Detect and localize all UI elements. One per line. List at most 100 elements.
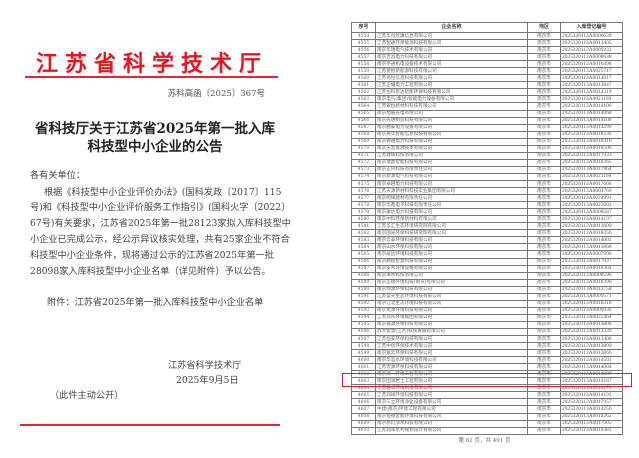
- body-line: 根据《科技型中小企业评价办法》(国科发政〔2017〕115: [44, 187, 282, 198]
- footer-divider: [20, 424, 280, 426]
- attachment-page: 序号 企业名称 地区 入库登记编号 4554 江苏华创欣康信息有限公司 南京市 202…: [330, 0, 639, 458]
- table-row: 4610 江苏润泽水利规划设计有限公司 南京市 2025320113A0014381: [351, 426, 623, 435]
- table-row: 4575 南京卓越电力科技有限公司 南京市 2025320113A0017666: [351, 179, 623, 189]
- row-code: 2025320113A0017964: [560, 165, 623, 174]
- issue-date: 2025年9月5日: [176, 375, 239, 386]
- row-code: 2025320113A0013847: [560, 81, 623, 90]
- row-seq: 4598: [351, 342, 376, 351]
- row-code: 2025320113A0009571: [560, 292, 623, 301]
- row-region: 南京市: [527, 194, 561, 203]
- row-code: 2025320113A0014381: [560, 426, 623, 435]
- row-company-name: 南京水衍净水科技有限公司: [375, 419, 528, 428]
- row-seq: 4577: [351, 194, 376, 203]
- table-row: 4566 南京先进制造科技有限公司 南京市 2025320113A0014108: [351, 116, 623, 125]
- row-company-name: 南京龙源环境科技有限公司: [375, 306, 528, 315]
- table-row: 4587 南京安禾环境设备有限公司 南京市 2025320113A0018364: [351, 264, 623, 273]
- row-code: 2025320113A0014108: [560, 116, 623, 125]
- row-code: 2025320113A0013339: [560, 327, 623, 337]
- row-region: 南京市: [527, 236, 561, 245]
- row-company-name: 南京清水科技有限公司: [375, 271, 528, 280]
- row-company-name: 南京鹏程智慧科技有限公司: [375, 257, 528, 266]
- row-region: 南京市: [527, 426, 561, 435]
- row-seq: 4590: [351, 285, 376, 294]
- row-code: 2025320113A0017957: [560, 398, 623, 407]
- issuer-header: 江苏省科学技术厅: [36, 52, 269, 77]
- row-region: 南京市: [527, 130, 561, 139]
- row-company-name: 江苏中创环保技术有限公司: [375, 342, 528, 351]
- row-code: 2025320113A0004769: [560, 187, 623, 196]
- row-seq: 4600: [351, 356, 376, 365]
- row-seq: 4557: [351, 53, 376, 62]
- row-company-name: 江苏恒科思达智能环保科技有限公司: [375, 88, 528, 97]
- table-row: 4598 江苏中创环保技术有限公司 南京市 2025320113A0013809: [351, 342, 623, 351]
- row-company-name: 江苏智通环保能源科技有限公司: [375, 39, 528, 48]
- table-row: 4565 南京旭辰光电有限公司 南京市 2025320113A0014068: [351, 109, 623, 118]
- row-company-name: 南京国光环保科技研究院有限公司: [375, 229, 528, 238]
- row-seq: 4554: [351, 31, 376, 41]
- table-row: 4572 南京瑞鼎智能科技有限公司 南京市 2025320113A0018365: [351, 158, 623, 167]
- row-region: 南京市: [527, 53, 561, 62]
- table-row: 4599 南京紫云环保科技有限公司 南京市 2025320113A0013866: [351, 349, 623, 358]
- row-code: 2025320113A0018365: [560, 158, 623, 167]
- row-seq: 4572: [351, 158, 376, 167]
- row-company-name: 南京恒德智能环境科技有限公司: [375, 412, 528, 421]
- row-seq: 4605: [351, 391, 376, 400]
- table-row: 4563 南京电气(集团)智能电力设备有限公司 南京市 2025320113A0021…: [351, 95, 623, 104]
- row-code: 2025320113A0008596: [560, 271, 623, 280]
- row-seq: 4575: [351, 179, 376, 189]
- table-row: 4554 江苏华创欣康信息有限公司 南京市 2025320113A0006639: [351, 31, 623, 41]
- row-company-name: 南京云泰环境科技有限公司: [375, 236, 528, 245]
- row-seq: 4580: [351, 215, 376, 224]
- row-code: 2025320113A0014106: [560, 102, 623, 111]
- row-region: 南京市: [527, 313, 561, 322]
- row-company-name: 苏大智慧(江苏)科技发展有限公司: [375, 327, 528, 337]
- row-seq: 4567: [351, 123, 376, 132]
- table-row: 4584 南京山水环保科技有限公司 南京市 2025320113A0013868: [351, 243, 623, 252]
- table-header-row: 序号 企业名称 地区 入库登记编号: [351, 22, 623, 33]
- table-row: 4608 南京恒德智能环境科技有限公司 南京市 2025320113A0014262: [351, 412, 623, 421]
- row-seq: 4599: [351, 349, 376, 358]
- row-seq: 4610: [351, 426, 376, 435]
- row-code: 2025320113A0025464: [560, 313, 623, 322]
- row-code: 2025320113A0025602: [560, 201, 623, 210]
- row-seq: 4597: [351, 335, 376, 344]
- table-row: 4591 江苏蓝天生态环境科技有限公司 南京市 2025320113A0009571: [351, 292, 623, 301]
- row-code: 2025320113A0017666: [560, 179, 623, 189]
- enterprise-table: 序号 企业名称 地区 入库登记编号 4554 江苏华创欣康信息有限公司 南京市 202…: [351, 22, 623, 435]
- table-row: 4596 苏大智慧(江苏)科技发展有限公司 南京市 2025320113A001333…: [351, 327, 623, 337]
- table-row: 4606 南京三立环境净化设备有限公司 南京市 2025320113A0017957: [351, 398, 623, 407]
- row-seq: 4555: [351, 39, 376, 48]
- table-row: 4589 南京正德环境科技(南京)有限公司 南京市 2025320113A001839…: [351, 278, 623, 287]
- row-company-name: 南京先进制造科技有限公司: [375, 116, 528, 125]
- row-region: 南京市: [527, 335, 561, 344]
- row-company-name: 南京英华智能信息科技有限公司: [375, 130, 528, 139]
- row-code: 2025320113A0021169: [560, 95, 623, 104]
- row-code: 2025320113A0021168: [560, 172, 623, 181]
- row-seq: 4582: [351, 229, 376, 238]
- body-line: 28098家入库科技型中小企业名单（详见附件）予以公告。: [30, 266, 271, 277]
- row-region: 南京市: [527, 109, 561, 118]
- row-company-name: 南京威远环境科技有限公司: [375, 250, 528, 259]
- row-seq: 4574: [351, 172, 376, 181]
- row-code: 2025320113A0018364: [560, 264, 623, 273]
- row-code: 2025320113A0006639: [560, 31, 623, 41]
- row-company-name: 江苏宏源环保科技有限公司: [375, 363, 528, 372]
- row-code: 2025320113A0013758: [560, 285, 623, 294]
- row-region: 南京市: [527, 88, 561, 97]
- row-company-name: 南京新源电气科技有限公司: [375, 172, 528, 181]
- header-region: 地区: [527, 22, 561, 33]
- disclosure-note: （此件主动公开）: [50, 390, 124, 401]
- row-code: 2025320113A0014593: [560, 356, 623, 365]
- table-row: 4595 南京嘉源环保科技有限公司 南京市 2025320113A0013808: [351, 320, 623, 329]
- row-seq: 4589: [351, 278, 376, 287]
- table-row: 4582 南京国光环保科技研究院有限公司 南京市 2025320113A0018356: [351, 229, 623, 238]
- table-row: 4576 江苏天源新材料科技实业集团有限公司 南京市 2025320113A00047…: [351, 187, 623, 196]
- row-company-name: 南京明辉建材有限责任公司: [375, 194, 528, 203]
- attachment-note: 附件：江苏省2025年第一批入库科技型中小企业名单: [47, 297, 264, 308]
- row-seq: 4560: [351, 74, 376, 83]
- row-code: 2025320113A0013809: [560, 342, 623, 351]
- table-row: 4573 南京正兴科技有限责任公司 南京市 2025320113A0017964: [351, 165, 623, 174]
- row-region: 南京市: [527, 208, 561, 217]
- row-company-name: 南京德通电力科技有限公司: [375, 137, 528, 146]
- table-row: 4568 南京英华智能信息科技有限公司 南京市 2025320113A0018336: [351, 130, 623, 139]
